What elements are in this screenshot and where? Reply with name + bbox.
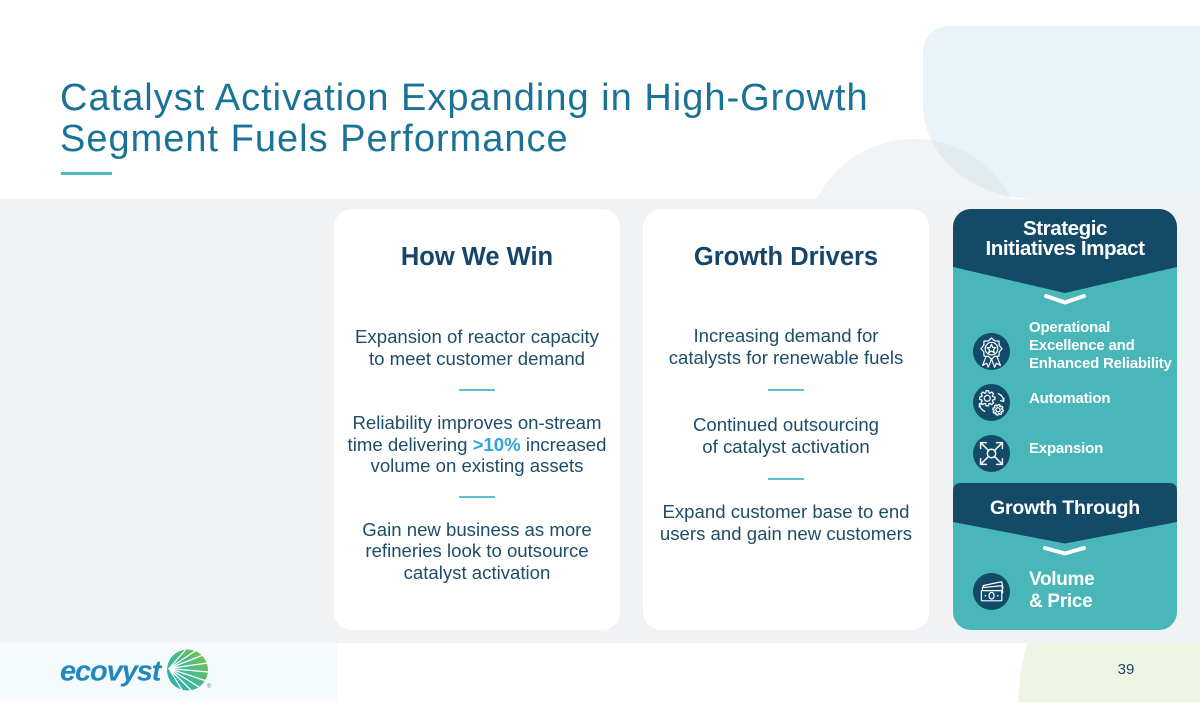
- svg-text:®: ®: [207, 683, 212, 690]
- svg-text:ecovyst: ecovyst: [60, 656, 163, 688]
